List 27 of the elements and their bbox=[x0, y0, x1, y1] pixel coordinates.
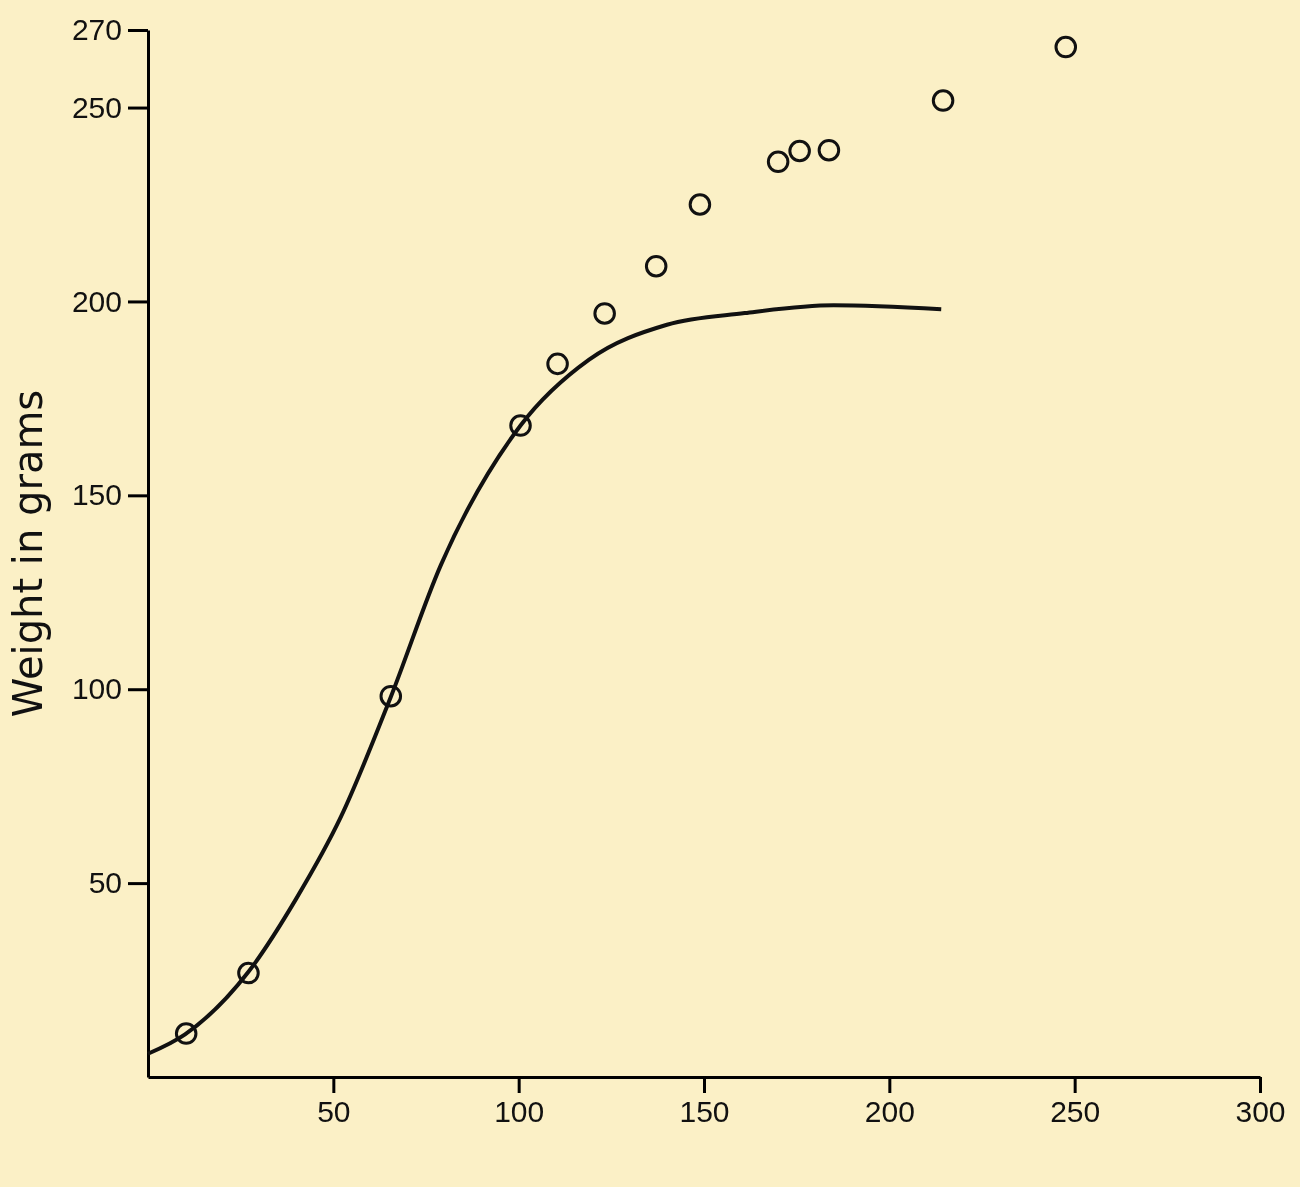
point bbox=[817, 138, 841, 162]
y-axis-title: Weight in grams bbox=[5, 389, 51, 718]
x-tick-label: 200 bbox=[864, 1095, 915, 1129]
x-tick-label: 150 bbox=[679, 1095, 730, 1129]
point bbox=[931, 89, 955, 112]
line-series bbox=[146, 303, 944, 1056]
point bbox=[379, 684, 403, 708]
point bbox=[644, 254, 668, 278]
y-tick-label: 270 bbox=[71, 13, 122, 47]
y-tick-label: 50 bbox=[88, 866, 122, 900]
point bbox=[788, 139, 811, 163]
x-tick-label: 250 bbox=[1050, 1095, 1101, 1129]
point bbox=[766, 150, 790, 174]
y-tick-label: 150 bbox=[71, 478, 122, 512]
point bbox=[237, 961, 260, 985]
point bbox=[546, 352, 569, 376]
point bbox=[688, 193, 712, 216]
point bbox=[174, 1022, 198, 1045]
x-tick-label: 100 bbox=[494, 1095, 545, 1129]
y-tick-label: 200 bbox=[71, 284, 122, 318]
point bbox=[509, 414, 532, 437]
y-tick-label: 100 bbox=[71, 672, 122, 706]
x-tick-label: 50 bbox=[317, 1095, 351, 1129]
x-tick-label: 300 bbox=[1235, 1095, 1286, 1129]
point bbox=[1054, 35, 1078, 59]
y-tick-label: 250 bbox=[71, 90, 122, 124]
point bbox=[593, 302, 616, 325]
